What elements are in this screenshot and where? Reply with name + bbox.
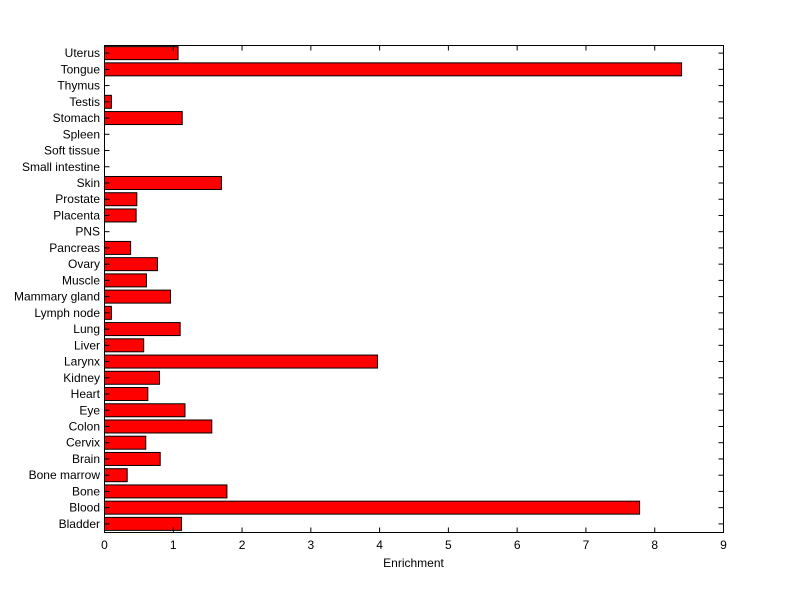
y-tick-label: Bone [72, 484, 100, 498]
x-tick-label: 4 [376, 538, 383, 552]
bar-kidney [104, 370, 161, 385]
x-tick-label: 1 [170, 538, 177, 552]
x-tick-label: 8 [651, 538, 658, 552]
y-tick-label: Prostate [55, 192, 100, 206]
y-tick-label: Bladder [59, 517, 100, 531]
x-tick-label: 6 [514, 538, 521, 552]
x-tick-label: 7 [583, 538, 590, 552]
y-tick-label: Bone marrow [29, 468, 101, 482]
y-tick-label: Lung [73, 322, 100, 336]
bars-group [104, 46, 683, 531]
bar-muscle [104, 273, 147, 288]
bar-eye [104, 403, 186, 418]
bar-bone [104, 484, 228, 499]
bar-brain [104, 451, 161, 466]
y-tick-label: Lymph node [34, 306, 100, 320]
y-tick-label: Thymus [57, 79, 100, 93]
y-tick-label: Spleen [63, 127, 100, 141]
x-tick-label: 5 [445, 538, 452, 552]
bar-ovary [104, 257, 158, 272]
bar-tongue [104, 62, 683, 77]
bar-lung [104, 322, 181, 337]
bar-stomach [104, 111, 183, 126]
x-axis-label: Enrichment [383, 556, 444, 570]
y-tick-label: Blood [69, 501, 100, 515]
y-tick-label: Testis [69, 95, 100, 109]
x-ticks-group: 0 1 2 3 4 5 6 7 8 9 [101, 45, 727, 552]
bar-larynx [104, 354, 379, 369]
plot-frame [104, 45, 724, 533]
y-tick-label: Pancreas [49, 241, 100, 255]
y-tick-label: Ovary [68, 257, 100, 271]
y-tick-label: Soft tissue [44, 144, 100, 158]
y-tick-label: Uterus [65, 46, 100, 60]
x-tick-label: 9 [720, 538, 727, 552]
y-tick-label: Brain [72, 452, 100, 466]
bar-skin [104, 175, 222, 190]
x-tick-label: 2 [239, 538, 246, 552]
x-tick-label: 0 [101, 538, 108, 552]
y-tick-label: Heart [71, 387, 101, 401]
y-tick-label: Liver [74, 338, 100, 352]
y-tick-label: Mammary gland [14, 290, 100, 304]
bar-liver [104, 338, 145, 353]
bar-colon [104, 419, 213, 434]
y-tick-label: Eye [79, 403, 100, 417]
bar-cervix [104, 435, 147, 450]
y-tick-label: Stomach [53, 111, 100, 125]
y-tick-label: Cervix [66, 436, 100, 450]
y-tick-label: Muscle [62, 273, 100, 287]
y-tick-label: Placenta [53, 208, 100, 222]
bar-heart [104, 387, 149, 402]
y-tick-label: Colon [69, 419, 100, 433]
y-tick-label: Skin [77, 176, 100, 190]
y-ticks-group: Bladder Blood Bone Bone marrow Brain Cervix Co… [14, 46, 724, 531]
y-tick-label: Tongue [61, 62, 101, 76]
y-tick-label: Larynx [64, 355, 100, 369]
bar-blood [104, 500, 641, 515]
y-tick-label: Small intestine [22, 160, 100, 174]
y-tick-label: PNS [75, 225, 100, 239]
bar-uterus [104, 46, 179, 61]
x-tick-label: 3 [307, 538, 314, 552]
y-tick-label: Kidney [63, 371, 100, 385]
bar-mammary-gland [104, 289, 172, 304]
bar-bladder [104, 516, 183, 531]
